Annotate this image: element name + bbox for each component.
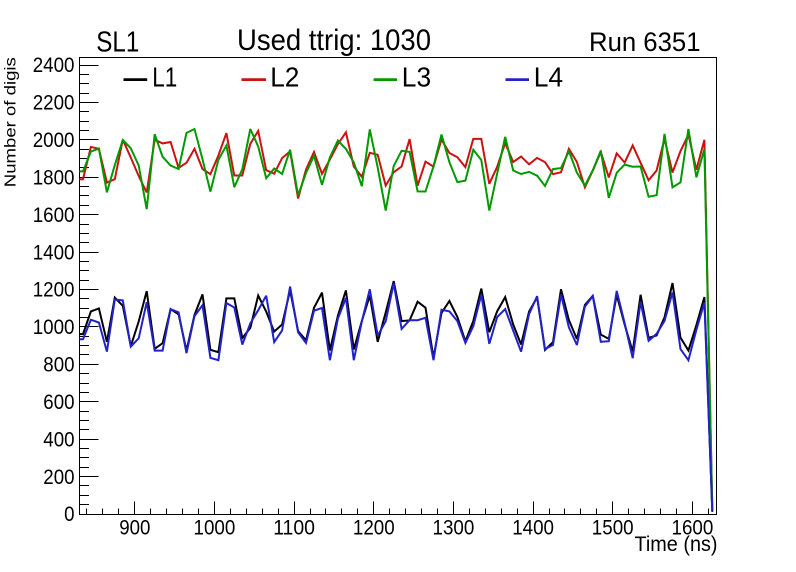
- svg-text:200: 200: [43, 466, 74, 489]
- svg-text:400: 400: [43, 428, 74, 451]
- svg-text:Number of digis: Number of digis: [3, 57, 20, 187]
- svg-text:1500: 1500: [592, 517, 634, 540]
- svg-text:0: 0: [64, 503, 74, 526]
- svg-text:2400: 2400: [33, 54, 75, 77]
- svg-text:1000: 1000: [194, 517, 236, 540]
- svg-text:800: 800: [43, 354, 74, 377]
- svg-text:1800: 1800: [33, 167, 75, 190]
- svg-text:L3: L3: [402, 62, 431, 93]
- svg-text:L1: L1: [152, 62, 177, 93]
- svg-text:Used ttrig: 1030: Used ttrig: 1030: [237, 24, 431, 57]
- svg-text:600: 600: [43, 391, 74, 414]
- svg-text:2200: 2200: [33, 92, 75, 115]
- svg-text:1200: 1200: [353, 517, 395, 540]
- svg-text:1100: 1100: [273, 517, 315, 540]
- svg-text:1200: 1200: [33, 279, 75, 302]
- svg-text:1400: 1400: [33, 241, 75, 264]
- svg-text:1400: 1400: [512, 517, 554, 540]
- svg-text:1600: 1600: [672, 517, 714, 540]
- svg-text:Time (ns): Time (ns): [635, 533, 718, 556]
- svg-text:1300: 1300: [433, 517, 475, 540]
- svg-text:900: 900: [119, 517, 150, 540]
- svg-text:Run 6351: Run 6351: [589, 27, 701, 57]
- svg-text:1600: 1600: [33, 204, 75, 227]
- svg-text:L4: L4: [534, 62, 563, 93]
- svg-text:2000: 2000: [33, 129, 75, 152]
- svg-text:SL1: SL1: [96, 26, 139, 58]
- svg-text:L2: L2: [270, 62, 299, 93]
- svg-text:1000: 1000: [33, 316, 75, 339]
